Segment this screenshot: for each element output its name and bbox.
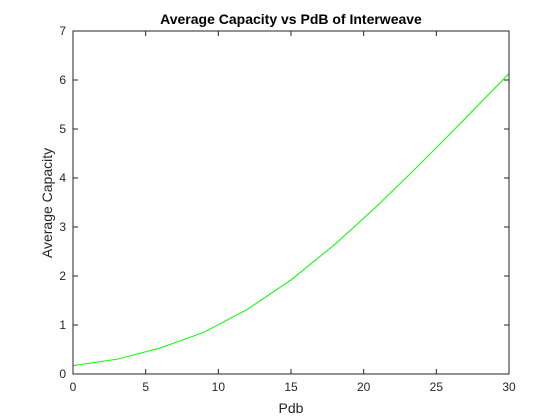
axes-box [72,30,510,375]
plot-area [73,31,509,374]
y-tick-label: 1 [59,318,66,332]
x-tick-label: 5 [142,380,149,394]
series-line-0 [72,73,510,367]
x-axis-label: Pdb [279,400,304,416]
y-tick-label: 2 [59,269,66,283]
x-tick-label: 10 [212,380,226,394]
y-tick-label: 0 [59,367,66,381]
x-tick-label: 20 [357,380,371,394]
y-tick-label: 4 [59,171,66,185]
y-tick-label: 7 [59,24,66,38]
y-axis-label: Average Capacity [39,148,55,258]
x-tick-label: 25 [430,380,444,394]
y-tick-label: 3 [59,220,66,234]
chart-title: Average Capacity vs PdB of Interweave [160,11,422,27]
x-tick-label: 15 [284,380,298,394]
y-tick-label: 5 [59,122,66,136]
x-tick-label: 0 [70,380,77,394]
x-tick-label: 30 [502,380,516,394]
y-tick-label: 6 [59,73,66,87]
